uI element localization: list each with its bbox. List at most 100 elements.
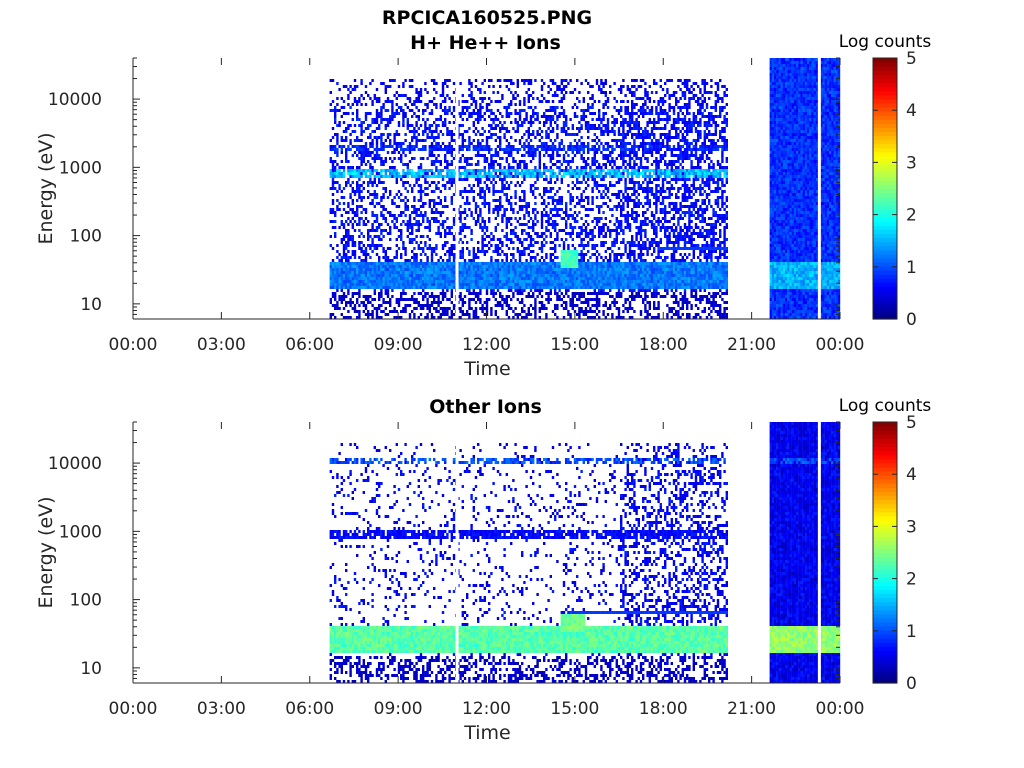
colorbar-step	[873, 58, 897, 63]
panel-title: Other Ions	[429, 396, 542, 418]
colorbar-step	[873, 294, 897, 300]
colorbar-step	[873, 115, 897, 120]
colorbar-step	[873, 270, 897, 275]
colorbar-step	[873, 617, 897, 623]
x-tick-label: 09:00	[374, 699, 423, 719]
colorbar-step	[873, 536, 897, 541]
x-tick-label: 12:00	[462, 335, 511, 355]
x-tick-label: 00:00	[816, 335, 865, 355]
colorbar-step	[873, 82, 897, 88]
x-tick-label: 12:00	[462, 699, 511, 719]
colorbar-step	[873, 155, 897, 161]
colorbar-step	[873, 180, 897, 186]
x-tick-label: 21:00	[727, 699, 776, 719]
colorbar-step	[873, 434, 897, 439]
colorbar-tick-label: 1	[906, 258, 917, 278]
x-tick-label: 18:00	[639, 335, 688, 355]
spectrogram-cells	[329, 58, 841, 319]
colorbar-step	[873, 605, 897, 611]
x-tick-label: 06:00	[285, 335, 334, 355]
colorbar-step	[873, 86, 897, 92]
colorbar-step	[873, 192, 897, 198]
colorbar-step	[873, 581, 897, 586]
colorbar-step	[873, 666, 897, 672]
colorbar-step	[873, 62, 897, 67]
colorbar-step	[873, 253, 897, 259]
colorbar-step	[873, 511, 897, 517]
colorbar-step	[873, 282, 897, 287]
colorbar-step	[873, 593, 897, 598]
colorbar-step	[873, 646, 897, 651]
colorbar-step	[873, 658, 897, 664]
colorbar-step	[873, 495, 897, 501]
colorbar-step	[873, 475, 897, 480]
data-gap-stripe	[455, 58, 459, 319]
colorbar-step	[873, 642, 897, 647]
colorbar-step	[873, 143, 897, 149]
colorbar-step	[873, 650, 897, 656]
colorbar-step	[873, 212, 897, 218]
colorbar-step	[873, 674, 897, 680]
colorbar-step	[873, 450, 897, 456]
x-tick-label: 21:00	[727, 335, 776, 355]
data-gap-stripe	[817, 422, 821, 683]
colorbar-tick-label: 0	[906, 674, 917, 694]
colorbar-step	[873, 532, 897, 537]
colorbar-step	[873, 310, 897, 316]
colorbar-step	[873, 229, 897, 234]
panel-title: H+ He++ Ions	[410, 32, 561, 54]
colorbar-step	[873, 507, 897, 513]
colorbar-step	[873, 442, 897, 448]
colorbar-step	[873, 589, 897, 594]
colorbar-step	[873, 568, 897, 574]
colorbar-step	[873, 491, 897, 497]
colorbar-step	[873, 98, 897, 104]
colorbar-tick-label: 5	[906, 413, 917, 433]
colorbar-step	[873, 446, 897, 452]
colorbar-step	[873, 576, 897, 582]
data-gap-stripe	[817, 58, 821, 319]
y-tick-label: 100	[70, 227, 102, 247]
x-tick-label: 00:00	[816, 699, 865, 719]
colorbar-step	[873, 678, 897, 684]
colorbar-step	[873, 556, 897, 562]
colorbar-step	[873, 233, 897, 239]
colorbar-step	[873, 102, 897, 108]
colorbar-step	[873, 168, 897, 173]
colorbar-step	[873, 249, 897, 255]
colorbar-step	[873, 483, 897, 488]
colorbar-tick-label: 2	[906, 570, 917, 590]
colorbar-title: Log counts	[839, 32, 932, 52]
colorbar-tick-label: 5	[906, 49, 917, 69]
colorbar-tick-label: 4	[906, 101, 917, 121]
x-tick-label: 03:00	[197, 699, 246, 719]
panel-other-ions: Other Ions 00:00 03:00 06:00 09:00 12:00 15:00…	[35, 396, 931, 744]
colorbar-step	[873, 458, 897, 464]
colorbar-step	[873, 503, 897, 509]
x-tick-label: 00:00	[109, 335, 158, 355]
colorbar-step	[873, 176, 897, 181]
y-tick-label: 10	[80, 659, 102, 679]
colorbar-step	[873, 438, 897, 443]
colorbar-step	[873, 654, 897, 660]
colorbar-step	[873, 159, 897, 165]
colorbar-step	[873, 662, 897, 668]
x-tick-label: 09:00	[374, 335, 423, 355]
colorbar-step	[873, 90, 897, 96]
colorbar-step	[873, 564, 897, 570]
colorbar-tick-label: 3	[906, 517, 917, 537]
colorbar-step	[873, 528, 897, 533]
x-tick-label: 00:00	[109, 699, 158, 719]
colorbar-step	[873, 306, 897, 312]
colorbar-step	[873, 426, 897, 431]
colorbar-step	[873, 422, 897, 427]
x-tick-label: 18:00	[639, 699, 688, 719]
colorbar-step	[873, 164, 897, 169]
colorbar-tick-label: 2	[906, 206, 917, 226]
spectrogram-cells	[329, 422, 841, 683]
colorbar-step	[873, 470, 897, 476]
colorbar-frame	[872, 57, 898, 320]
colorbar-step	[873, 278, 897, 283]
colorbar-step	[873, 123, 897, 128]
